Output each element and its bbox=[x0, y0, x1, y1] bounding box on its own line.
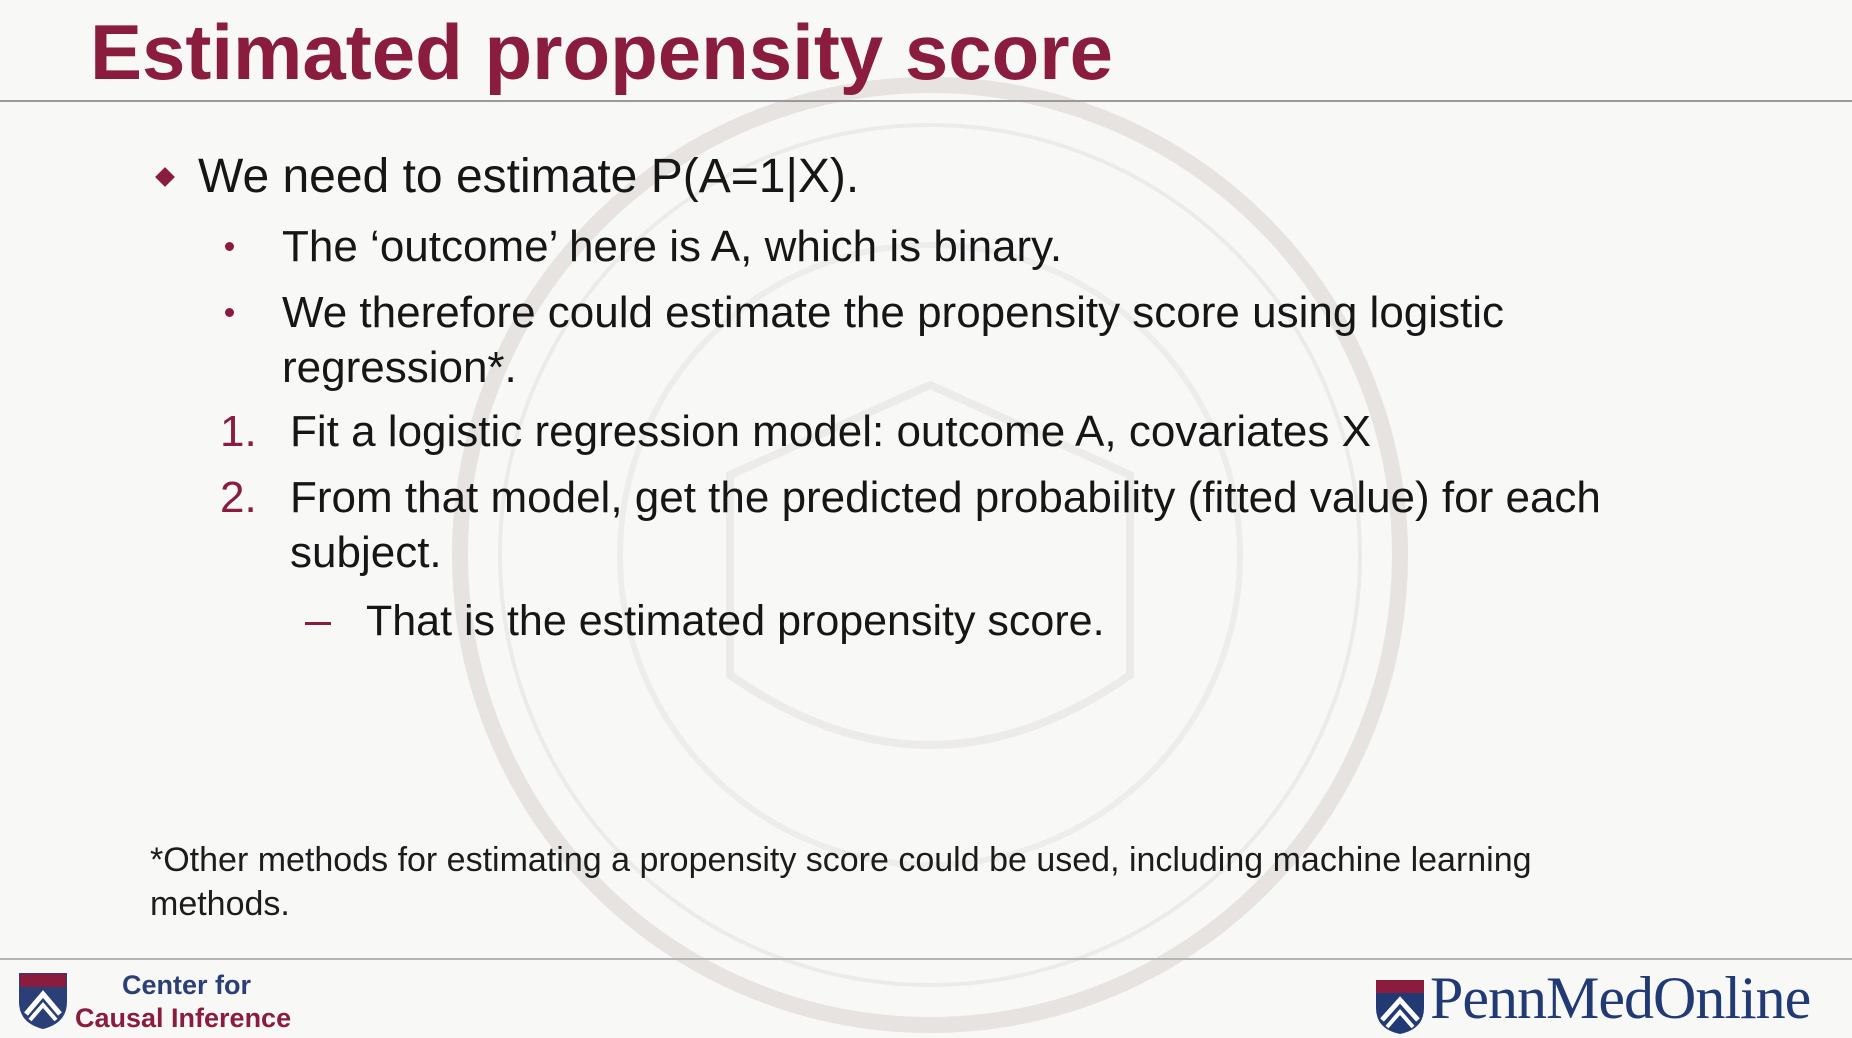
title-divider bbox=[0, 100, 1852, 102]
number-marker-1: 1. bbox=[220, 407, 257, 456]
footnote-line-2: methods. bbox=[150, 885, 290, 923]
penn-shield-icon bbox=[1376, 980, 1424, 1034]
dot-bullet-icon bbox=[225, 242, 234, 251]
numbered-item-1: Fit a logistic regression model: outcome… bbox=[290, 407, 1371, 456]
footnote: *Other methods for estimating a propensi… bbox=[150, 838, 1670, 926]
dash-bullet-icon bbox=[305, 622, 331, 625]
dash-item-1: That is the estimated propensity score. bbox=[366, 597, 1105, 645]
numbered-item-2-continuation: subject. bbox=[290, 528, 442, 577]
slide-title: Estimated propensity score bbox=[90, 8, 1113, 96]
bullet-sub-2-continuation: regression*. bbox=[282, 343, 517, 392]
footer-divider bbox=[0, 958, 1852, 960]
wordmark-med: Med bbox=[1546, 965, 1654, 1031]
penn-med-online-wordmark: PennMedOnline bbox=[1430, 964, 1811, 1032]
bullet-sub-2: We therefore could estimate the propensi… bbox=[282, 288, 1505, 337]
slide-body: We need to estimate P(A=1|X). The ‘outco… bbox=[150, 150, 1670, 926]
dot-bullet-icon bbox=[225, 308, 234, 317]
wordmark-online: Online bbox=[1652, 965, 1811, 1031]
wordmark-penn: Penn bbox=[1430, 965, 1547, 1031]
numbered-item-2: From that model, get the predicted proba… bbox=[290, 473, 1601, 522]
diamond-bullet-icon bbox=[155, 167, 175, 187]
penn-shield-icon bbox=[19, 973, 67, 1030]
brand-left-line-1: Center for bbox=[122, 970, 252, 1000]
footnote-line-1: *Other methods for estimating a propensi… bbox=[150, 841, 1532, 879]
brand-left-line-2: Causal Inference bbox=[75, 1003, 292, 1033]
bullet-sub-1: The ‘outcome’ here is A, which is binary… bbox=[282, 222, 1063, 271]
bullet-main: We need to estimate P(A=1|X). bbox=[198, 150, 860, 203]
number-marker-2: 2. bbox=[220, 473, 257, 522]
